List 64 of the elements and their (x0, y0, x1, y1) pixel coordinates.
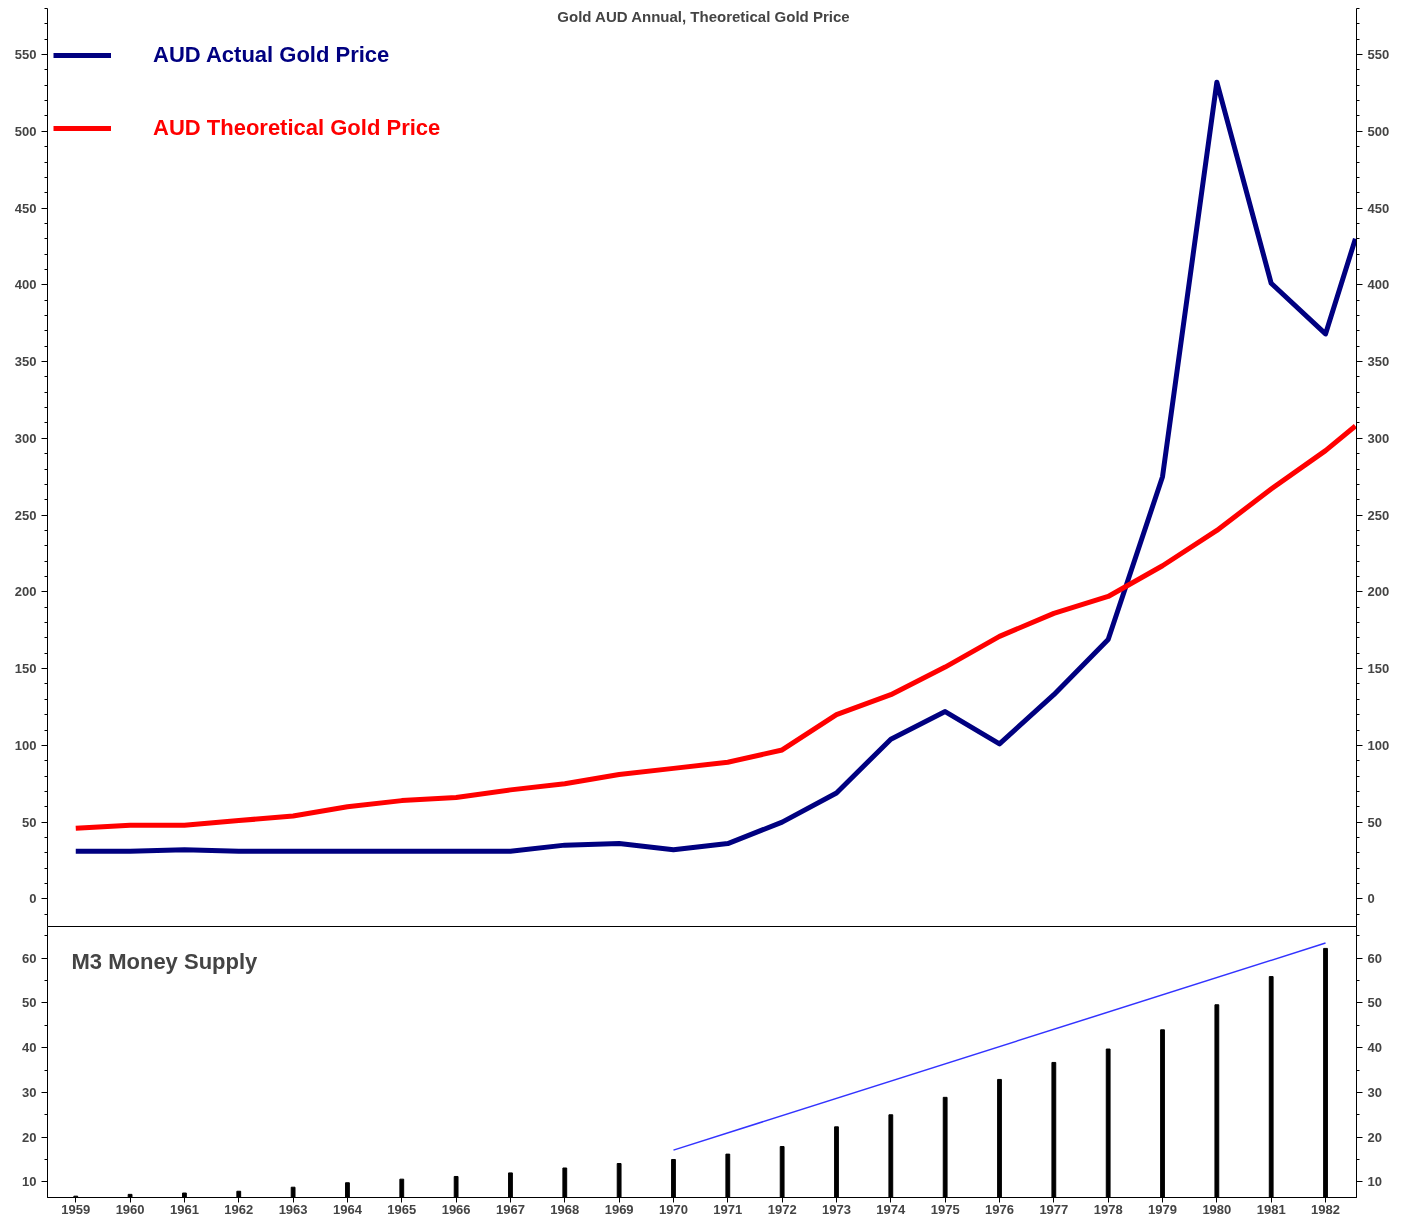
y2-tick-label: 50 (1367, 814, 1382, 830)
y2-tick-label: 10 (1367, 1174, 1382, 1190)
y-tick-label: 10 (22, 1174, 37, 1190)
y2-tick-label: 0 (1367, 891, 1375, 907)
y-tick-label: 300 (14, 430, 37, 446)
y2-tick-label: 450 (1367, 200, 1390, 216)
x-tick-label: 1977 (1039, 1201, 1069, 1217)
x-tick-label: 1974 (876, 1201, 907, 1217)
x-tick-label: 1969 (604, 1201, 634, 1217)
x-tick-label: 1966 (441, 1201, 471, 1217)
y-tick-label: 30 (22, 1084, 37, 1100)
x-tick-label: 1978 (1093, 1201, 1123, 1217)
y2-tick-label: 30 (1367, 1084, 1382, 1100)
y2-tick-label: 100 (1367, 737, 1390, 753)
y-tick-label: 200 (14, 584, 37, 600)
y-tick-label: 250 (14, 507, 37, 523)
y2-tick-label: 300 (1367, 430, 1390, 446)
y-tick-label: 40 (22, 1040, 37, 1056)
x-tick-label: 1965 (387, 1201, 417, 1217)
x-tick-label: 1968 (550, 1201, 580, 1217)
y2-tick-label: 60 (1367, 950, 1382, 966)
y2-tick-label: 200 (1367, 584, 1390, 600)
x-tick-label: 1975 (930, 1201, 960, 1217)
x-tick-label: 1972 (767, 1201, 797, 1217)
y-tick-label: 400 (14, 277, 37, 293)
y2-tick-label: 40 (1367, 1040, 1382, 1056)
x-tick-label: 1961 (169, 1201, 199, 1217)
text: M3 Money Supply (71, 948, 259, 974)
y-tick-label: 50 (22, 814, 37, 830)
x-tick-label: 1979 (1148, 1201, 1177, 1217)
y2-tick-label: 350 (1367, 354, 1390, 370)
y2-tick-label: 50 (1367, 995, 1382, 1011)
x-tick-label: 1960 (115, 1201, 145, 1217)
x-tick-label: 1970 (659, 1201, 688, 1217)
legend-label: AUD Actual Gold Price (153, 42, 390, 68)
y-tick-label: 100 (14, 737, 37, 753)
x-tick-label: 1980 (1202, 1201, 1232, 1217)
y-tick-label: 0 (29, 891, 37, 907)
x-tick-label: 1964 (332, 1201, 363, 1217)
x-tick-label: 1976 (985, 1201, 1014, 1217)
y2-tick-label: 150 (1367, 661, 1390, 677)
x-tick-label: 1973 (822, 1201, 851, 1217)
y-tick-label: 60 (22, 950, 37, 966)
y-tick-label: 450 (14, 200, 37, 216)
x-tick-label: 1963 (278, 1201, 308, 1217)
y-tick-label: 50 (22, 995, 37, 1011)
chart-title: Gold AUD Annual, Theoretical Gold Price (557, 7, 850, 25)
y2-tick-label: 20 (1367, 1129, 1382, 1145)
x-tick-label: 1971 (713, 1201, 743, 1217)
y-tick-label: 550 (14, 47, 37, 63)
y-tick-label: 500 (14, 123, 37, 139)
y-tick-label: 20 (22, 1129, 37, 1145)
y-tick-label: 350 (14, 354, 37, 370)
x-tick-label: 1959 (61, 1201, 91, 1217)
x-tick-label: 1967 (496, 1201, 525, 1217)
legend-label: AUD Theoretical Gold Price (153, 115, 441, 141)
x-tick-label: 1962 (224, 1201, 254, 1217)
y-tick-label: 150 (14, 661, 37, 677)
y2-tick-label: 250 (1367, 507, 1390, 523)
x-tick-label: 1981 (1256, 1201, 1286, 1217)
y2-tick-label: 550 (1367, 47, 1390, 63)
x-tick-label: 1982 (1311, 1201, 1340, 1217)
y2-tick-label: 500 (1367, 123, 1390, 139)
y2-tick-label: 400 (1367, 277, 1390, 293)
